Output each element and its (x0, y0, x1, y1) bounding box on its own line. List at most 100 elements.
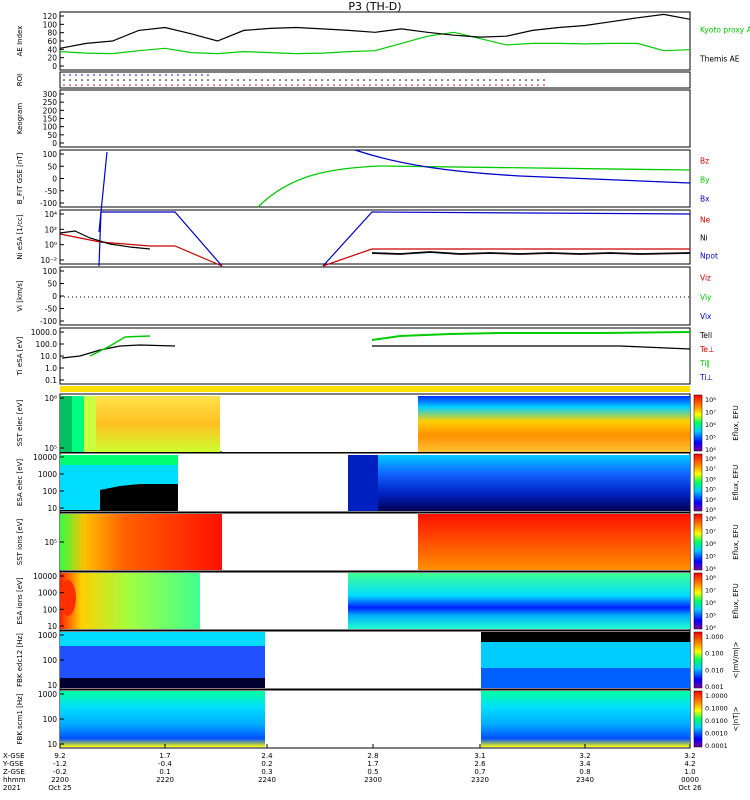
roi-dot (501, 84, 503, 86)
ytick-label: 0 (52, 139, 57, 148)
ytick-label: -100 (40, 199, 57, 208)
roi-dot (279, 84, 281, 86)
roi-dot (375, 84, 377, 86)
roi-dot (171, 79, 173, 81)
roi-dot (81, 74, 83, 76)
roi-dot (81, 84, 83, 86)
ytick-label: 10.0 (40, 352, 57, 361)
roi-dot (435, 84, 437, 86)
colorbar-tick: 10⁸ (705, 396, 716, 404)
ytick-label: 150 (43, 115, 58, 124)
legend-ni-2: Npot (700, 252, 718, 261)
roi-dot (321, 84, 323, 86)
roi-dot (321, 79, 323, 81)
roi-dot (135, 84, 137, 86)
ytick-label: 10 (47, 740, 57, 749)
ytick-label: 10² (44, 225, 57, 234)
legend-ti-1: Te⊥ (699, 345, 714, 354)
by-line (257, 165, 691, 208)
roi-dot (177, 74, 179, 76)
roi-dot (105, 79, 107, 81)
roi-dot (117, 79, 119, 81)
xaxis-value: 9.2 (54, 752, 65, 760)
roi-dot (423, 79, 425, 81)
ytick-label: 1.0 (45, 364, 57, 373)
colorbar-tick: 1.0000 (705, 692, 728, 700)
ytick-label: 0 (52, 292, 57, 301)
ytick-label: 10⁶ (44, 394, 57, 403)
colorbar-tick: 10⁴ (705, 624, 716, 632)
ylabel-vi: Vi [km/s] (16, 280, 24, 311)
roi-dot (405, 79, 407, 81)
colorbar-tick: 10⁸ (705, 574, 716, 582)
ylabel-fbk_e: FBK edc12 [Hz] (16, 633, 24, 687)
roi-dot (225, 79, 227, 81)
legend-vi-2: Vix (700, 312, 712, 321)
roi-dot (489, 84, 491, 86)
xaxis-value: 2340 (576, 776, 594, 784)
roi-dot (459, 79, 461, 81)
roi-dot (495, 79, 497, 81)
roi-dot (261, 84, 263, 86)
ytick-label: 100 (43, 715, 58, 724)
roi-dot (477, 79, 479, 81)
kyoto-ae-line (59, 31, 691, 55)
ylabel-ni: Ni eSA [1/cc] (16, 214, 24, 260)
legend-vi-1: Viy (700, 293, 712, 302)
roi-dot (543, 84, 545, 86)
roi-dot (369, 84, 371, 86)
roi-dot (165, 74, 167, 76)
colorbar-label-fbk_b: <|nT|> (732, 706, 740, 731)
roi-dot (357, 84, 359, 86)
colorbar-fbk_e (693, 631, 703, 689)
roi-dot (207, 84, 209, 86)
xaxis-value: 4.2 (684, 760, 695, 768)
themis-ae-line (59, 13, 691, 49)
ytick-label: 120 (43, 12, 58, 21)
panel-frame-roi (59, 71, 691, 89)
ytick-label: 20 (47, 54, 57, 63)
roi-dot (447, 79, 449, 81)
xaxis-value: -0.4 (158, 760, 172, 768)
ytick-label: 0.1 (45, 376, 57, 385)
panel-frame-ae (59, 11, 691, 71)
xaxis-value: 0.3 (261, 768, 272, 776)
colorbar-tick: 1.000 (705, 633, 724, 641)
roi-dot (153, 79, 155, 81)
roi-dot (363, 84, 365, 86)
tipar-line (89, 335, 151, 357)
colorbar-fbk_b (693, 690, 703, 748)
roi-dot (99, 79, 101, 81)
colorbar-tick: 10⁶ (705, 421, 716, 429)
roi-dot (291, 79, 293, 81)
xaxis-value: 3.2 (684, 752, 695, 760)
roi-dot (177, 79, 179, 81)
colorbar-label-sst_i: Eflux, EFU (732, 524, 740, 559)
xaxis-value: 2300 (364, 776, 382, 784)
roi-dot (297, 79, 299, 81)
ytick-label: 10⁵ (44, 538, 57, 547)
roi-dot (255, 79, 257, 81)
ytick-label: 100 (43, 20, 58, 29)
roi-markers (63, 74, 545, 86)
roi-dot (231, 79, 233, 81)
roi-dot (165, 79, 167, 81)
roi-dot (399, 84, 401, 86)
ytick-label: 10000 (33, 572, 57, 581)
roi-dot (441, 84, 443, 86)
xaxis-value: 0.7 (474, 768, 485, 776)
ylabel-sst_e: SST elec [eV] (16, 399, 24, 446)
roi-dot (105, 84, 107, 86)
roi-dot (327, 79, 329, 81)
roi-dot (81, 79, 83, 81)
roi-dot (87, 74, 89, 76)
roi-dot (123, 79, 125, 81)
roi-dot (465, 84, 467, 86)
xaxis-value: 1.7 (159, 752, 170, 760)
roi-dot (417, 84, 419, 86)
legend-bfit-0: Bz (700, 156, 709, 165)
roi-dot (507, 79, 509, 81)
roi-dot (369, 79, 371, 81)
colorbar-tick: 10⁸ (705, 515, 716, 523)
